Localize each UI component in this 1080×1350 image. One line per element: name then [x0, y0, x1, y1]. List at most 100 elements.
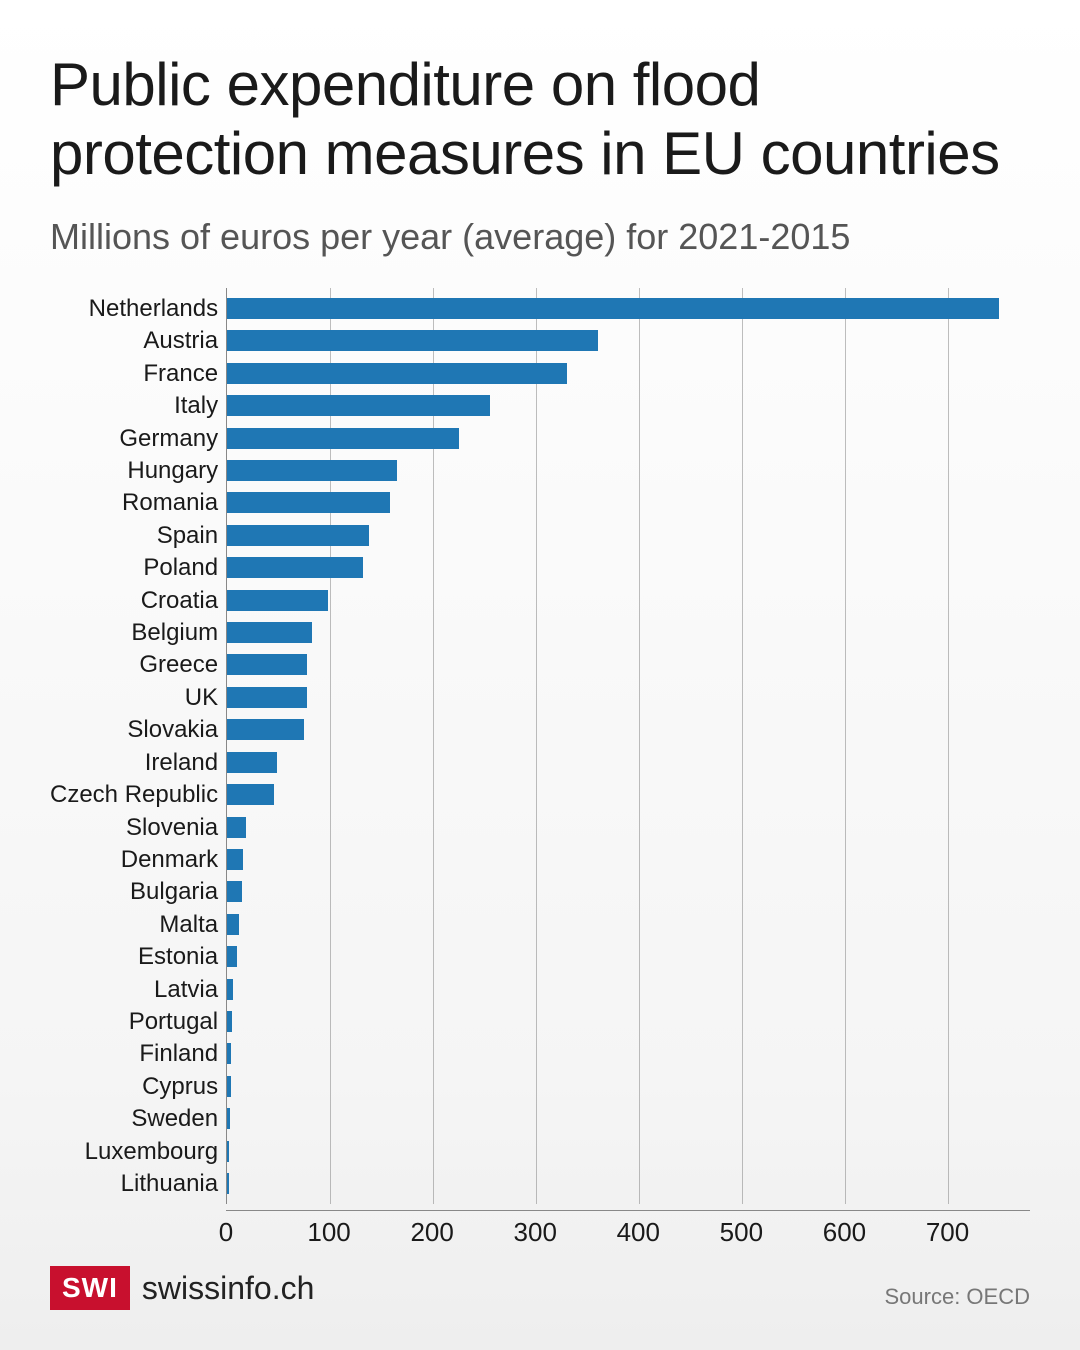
- bar: [227, 784, 274, 805]
- y-axis-label: Malta: [50, 910, 218, 939]
- bar: [227, 428, 459, 449]
- bar-row: [227, 618, 1030, 647]
- y-axis-label: Denmark: [50, 845, 218, 874]
- brand-text: swissinfo.ch: [142, 1270, 315, 1307]
- source-label: Source: OECD: [885, 1284, 1031, 1310]
- bar: [227, 622, 311, 643]
- x-axis: 0100200300400500600700: [226, 1210, 1030, 1246]
- y-axis-label: France: [50, 359, 218, 388]
- bar-row: [227, 553, 1030, 582]
- y-axis-label: Slovakia: [50, 715, 218, 744]
- bar-row: [227, 748, 1030, 777]
- chart-title: Public expenditure on flood protection m…: [50, 50, 1030, 188]
- bar: [227, 1108, 230, 1129]
- bar: [227, 1043, 231, 1064]
- bar: [227, 849, 242, 870]
- bar: [227, 298, 999, 319]
- bar-row: [227, 877, 1030, 906]
- bar-row: [227, 1137, 1030, 1166]
- bar-row: [227, 1104, 1030, 1133]
- y-axis-label: Luxembourg: [50, 1137, 218, 1166]
- y-axis-label: Hungary: [50, 456, 218, 485]
- x-tick-label: 200: [410, 1217, 453, 1248]
- y-axis-label: Spain: [50, 521, 218, 550]
- x-tick-label: 500: [720, 1217, 763, 1248]
- bar-row: [227, 294, 1030, 323]
- bar: [227, 979, 233, 1000]
- bar: [227, 719, 304, 740]
- bar: [227, 654, 307, 675]
- x-tick-label: 0: [219, 1217, 233, 1248]
- bar-row: [227, 359, 1030, 388]
- bar-row: [227, 488, 1030, 517]
- y-axis-label: Greece: [50, 650, 218, 679]
- y-axis-label: Croatia: [50, 586, 218, 615]
- y-axis-label: Portugal: [50, 1007, 218, 1036]
- bar: [227, 914, 239, 935]
- chart-subtitle: Millions of euros per year (average) for…: [50, 216, 1030, 258]
- y-axis-label: Lithuania: [50, 1169, 218, 1198]
- bar-row: [227, 521, 1030, 550]
- x-tick-label: 100: [307, 1217, 350, 1248]
- bar-row: [227, 424, 1030, 453]
- bar: [227, 1076, 231, 1097]
- y-axis-label: Czech Republic: [50, 780, 218, 809]
- bar: [227, 817, 246, 838]
- bar: [227, 492, 390, 513]
- y-axis-label: Netherlands: [50, 294, 218, 323]
- x-tick-label: 400: [617, 1217, 660, 1248]
- bar-row: [227, 683, 1030, 712]
- bar-row: [227, 910, 1030, 939]
- bar: [227, 946, 237, 967]
- bars-region: [226, 288, 1030, 1204]
- bar-row: [227, 845, 1030, 874]
- y-axis-label: Poland: [50, 553, 218, 582]
- bar-row: [227, 975, 1030, 1004]
- y-axis-label: Cyprus: [50, 1072, 218, 1101]
- y-axis-label: Romania: [50, 488, 218, 517]
- bars-container: [227, 288, 1030, 1204]
- bar: [227, 460, 397, 481]
- bar-row: [227, 942, 1030, 971]
- y-axis-label: Estonia: [50, 942, 218, 971]
- y-axis-label: Italy: [50, 391, 218, 420]
- x-axis-spacer: [50, 1210, 226, 1246]
- y-axis-label: Latvia: [50, 975, 218, 1004]
- plot-region: Netherlands Austria France Italy Germany Hung…: [50, 288, 1030, 1204]
- bar: [227, 881, 241, 902]
- bar: [227, 1141, 229, 1162]
- y-axis-label: UK: [50, 683, 218, 712]
- bar: [227, 525, 369, 546]
- bar-row: [227, 326, 1030, 355]
- x-axis-row: 0 100 200 300 400 500 600 700: [50, 1210, 1030, 1246]
- y-axis-label: Austria: [50, 326, 218, 355]
- bar: [227, 1011, 232, 1032]
- bar: [227, 395, 489, 416]
- bar: [227, 752, 276, 773]
- y-axis-label: Finland: [50, 1039, 218, 1068]
- x-tick-label: 600: [823, 1217, 866, 1248]
- bar-row: [227, 715, 1030, 744]
- y-axis-label: Bulgaria: [50, 877, 218, 906]
- bar: [227, 1173, 229, 1194]
- chart-area: Netherlands Austria France Italy Germany Hung…: [50, 288, 1030, 1246]
- bar-row: [227, 391, 1030, 420]
- x-tick-label: 300: [514, 1217, 557, 1248]
- bar-row: [227, 1039, 1030, 1068]
- brand-badge: SWI: [50, 1266, 130, 1310]
- bar-row: [227, 1007, 1030, 1036]
- brand: SWI swissinfo.ch: [50, 1266, 314, 1310]
- bar: [227, 590, 328, 611]
- bar: [227, 330, 598, 351]
- y-axis-label: Belgium: [50, 618, 218, 647]
- bar-row: [227, 1072, 1030, 1101]
- bar: [227, 363, 567, 384]
- x-tick-label: 700: [926, 1217, 969, 1248]
- bar-row: [227, 813, 1030, 842]
- y-axis-label: Slovenia: [50, 813, 218, 842]
- y-axis-label: Ireland: [50, 748, 218, 777]
- y-axis-label: Germany: [50, 424, 218, 453]
- footer: SWI swissinfo.ch Source: OECD: [50, 1266, 1030, 1310]
- bar-row: [227, 586, 1030, 615]
- bar: [227, 557, 363, 578]
